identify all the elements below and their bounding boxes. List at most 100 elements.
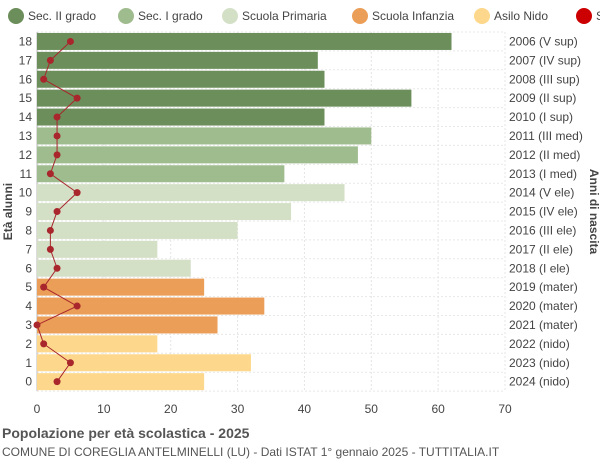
- legend-marker: [576, 8, 592, 24]
- age-label: 10: [19, 186, 33, 200]
- birth-year-label: 2021 (mater): [509, 318, 578, 332]
- age-label: 5: [25, 280, 32, 294]
- age-label: 9: [25, 205, 32, 219]
- age-label: 17: [19, 53, 33, 67]
- bar: [37, 108, 325, 126]
- bar: [37, 51, 318, 69]
- age-label: 7: [25, 242, 32, 256]
- x-tick-label: 70: [498, 402, 512, 416]
- bar: [37, 221, 238, 239]
- bar: [37, 354, 251, 372]
- birth-year-label: 2018 (I ele): [509, 261, 570, 275]
- birth-year-label: 2006 (V sup): [509, 34, 578, 48]
- stranieri-point: [53, 113, 61, 121]
- x-tick-label: 20: [164, 402, 178, 416]
- x-tick-label: 60: [431, 402, 445, 416]
- legend-label: Scuola Infanzia: [372, 9, 454, 23]
- birth-year-label: 2024 (nido): [509, 375, 570, 389]
- stranieri-point: [53, 208, 61, 216]
- stranieri-point: [73, 302, 81, 310]
- x-tick-label: 30: [231, 402, 245, 416]
- y-axis-title: Età alunni: [1, 183, 15, 240]
- age-label: 14: [19, 110, 33, 124]
- chart-title: Popolazione per età scolastica - 2025: [2, 425, 250, 441]
- stranieri-point: [46, 226, 54, 234]
- bar: [37, 127, 372, 145]
- birth-year-label: 2014 (V ele): [509, 186, 574, 200]
- stranieri-point: [73, 189, 81, 197]
- age-label: 8: [25, 223, 32, 237]
- stranieri-point: [53, 132, 61, 140]
- legend-label: Stranieri: [596, 9, 600, 23]
- bar: [37, 184, 345, 202]
- stranieri-point: [53, 378, 61, 386]
- legend-marker: [222, 8, 238, 24]
- stranieri-point: [53, 264, 61, 272]
- bar: [37, 316, 218, 334]
- x-tick-label: 50: [365, 402, 379, 416]
- stranieri-point: [46, 245, 54, 253]
- x-tick-label: 40: [298, 402, 312, 416]
- birth-year-label: 2017 (II ele): [509, 242, 573, 256]
- x-tick-label: 0: [34, 402, 41, 416]
- age-label: 16: [19, 72, 33, 86]
- stranieri-point: [40, 340, 48, 348]
- stranieri-point: [73, 94, 81, 102]
- legend-marker: [8, 8, 24, 24]
- stranieri-point: [33, 321, 41, 329]
- legend-label: Sec. I grado: [138, 9, 203, 23]
- birth-year-label: 2009 (II sup): [509, 91, 576, 105]
- birth-year-label: 2022 (nido): [509, 337, 570, 351]
- bar: [37, 146, 358, 164]
- stranieri-point: [40, 75, 48, 83]
- age-label: 2: [25, 337, 32, 351]
- bar: [37, 240, 158, 258]
- age-label: 15: [19, 91, 33, 105]
- legend-marker: [474, 8, 490, 24]
- stranieri-point: [66, 37, 74, 45]
- age-label: 6: [25, 261, 32, 275]
- legend-label: Sec. II grado: [28, 9, 96, 23]
- age-label: 13: [19, 129, 33, 143]
- bar: [37, 203, 292, 221]
- stranieri-point: [46, 170, 54, 178]
- birth-year-label: 2015 (IV ele): [509, 205, 578, 219]
- x-tick-label: 10: [97, 402, 111, 416]
- bar: [37, 165, 285, 183]
- age-label: 3: [25, 318, 32, 332]
- chart-subtitle: COMUNE DI COREGLIA ANTELMINELLI (LU) - D…: [2, 445, 500, 459]
- stranieri-point: [40, 283, 48, 291]
- age-label: 18: [19, 34, 33, 48]
- bar: [37, 89, 412, 107]
- age-label: 1: [25, 356, 32, 370]
- birth-year-label: 2023 (nido): [509, 356, 570, 370]
- birth-year-label: 2019 (mater): [509, 280, 578, 294]
- bar: [37, 297, 265, 315]
- legend-marker: [352, 8, 368, 24]
- stranieri-point: [66, 359, 74, 367]
- legend-label: Asilo Nido: [494, 9, 548, 23]
- legend-label: Scuola Primaria: [242, 9, 327, 23]
- stranieri-point: [53, 151, 61, 159]
- birth-year-label: 2008 (III sup): [509, 72, 580, 86]
- birth-year-label: 2010 (I sup): [509, 110, 573, 124]
- bar: [37, 32, 452, 50]
- bar: [37, 373, 205, 391]
- bar: [37, 278, 205, 296]
- age-label: 11: [20, 167, 33, 181]
- bar: [37, 335, 158, 353]
- bar: [37, 70, 325, 88]
- birth-year-label: 2016 (III ele): [509, 223, 576, 237]
- birth-year-label: 2011 (III med): [509, 129, 583, 143]
- birth-year-label: 2020 (mater): [509, 299, 578, 313]
- age-label: 4: [25, 299, 32, 313]
- bar: [37, 259, 191, 277]
- birth-year-label: 2013 (I med): [509, 167, 577, 181]
- stranieri-point: [46, 56, 54, 64]
- age-label: 12: [19, 148, 33, 162]
- birth-year-label: 2007 (IV sup): [509, 53, 581, 67]
- y-axis-title-right: Anni di nascita: [587, 169, 600, 255]
- birth-year-label: 2012 (II med): [509, 148, 580, 162]
- age-label: 0: [25, 375, 32, 389]
